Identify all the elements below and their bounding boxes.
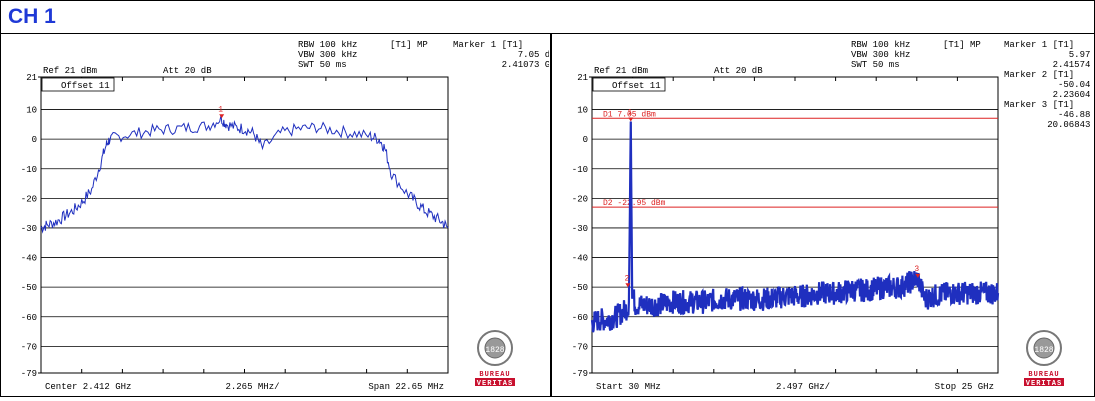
y-tick-label: -50 xyxy=(572,283,588,293)
marker-readout: Marker 1 [T1] xyxy=(1004,40,1074,50)
display-line-label: D1 7.05 dBm xyxy=(603,110,656,119)
vbw-label: VBW 300 kHz xyxy=(851,50,910,60)
y-tick-label: 0 xyxy=(32,135,37,145)
marker-readout: -46.88 dBm xyxy=(1058,110,1095,120)
logo-wordmark-top: BUREAU xyxy=(1028,371,1059,379)
marker-number: 2 xyxy=(624,274,629,283)
y-tick-label: -70 xyxy=(21,342,37,352)
y-tick-label: -60 xyxy=(21,313,37,323)
marker-readout: 5.97 dBm xyxy=(1069,50,1095,60)
marker-readout: 7.05 dBm xyxy=(518,50,549,60)
marker-readout: 2.41073 GHz xyxy=(502,60,549,70)
y-tick-label: 21 xyxy=(26,73,37,83)
y-tick-label: -40 xyxy=(21,254,37,264)
right-spectrum-panel: RBW 100 kHz VBW 300 kHz SWT 50 ms [T1] MP Re… xyxy=(550,34,1095,396)
y-tick-label: -30 xyxy=(572,224,588,234)
marker-readout: Marker 1 [T1] xyxy=(453,40,523,50)
logo-wordmark-top: BUREAU xyxy=(479,371,510,379)
footer-center: 2.265 MHz/ xyxy=(225,382,279,392)
y-tick-label: -70 xyxy=(572,342,588,352)
footer-center: 2.497 GHz/ xyxy=(776,382,830,392)
logo-seal-inner xyxy=(1033,337,1055,359)
marker-triangle xyxy=(625,283,631,288)
attenuation-label: Att 20 dB xyxy=(714,66,763,76)
marker-readout: -50.04 dBm xyxy=(1058,80,1095,90)
y-tick-label: 10 xyxy=(26,106,37,116)
marker-number: 1 xyxy=(627,108,632,117)
marker-readout: 2.23604 GHz xyxy=(1053,90,1095,100)
y-tick-label: -50 xyxy=(21,283,37,293)
logo-seal-year: 1828 xyxy=(485,346,504,355)
left-spectrum-panel: RBW 100 kHz VBW 300 kHz SWT 50 ms [T1] MP Re… xyxy=(1,34,561,396)
page-title: CH 1 xyxy=(8,5,56,28)
marker-readout: 2.41574 GHz xyxy=(1053,60,1095,70)
y-tick-label: -20 xyxy=(21,194,37,204)
y-tick-label: -79 xyxy=(572,369,588,379)
footer-left: Center 2.412 GHz xyxy=(45,382,131,392)
y-tick-label: 0 xyxy=(583,135,588,145)
spectrum-trace xyxy=(590,121,1000,333)
logo-seal-year: 1828 xyxy=(1034,346,1053,355)
offset-label: Offset 11 xyxy=(612,81,661,91)
logo-seal-inner xyxy=(484,337,506,359)
y-tick-label: 10 xyxy=(577,106,588,116)
marker-number: 3 xyxy=(914,265,919,274)
ref-level-label: Ref 21 dBm xyxy=(43,66,97,76)
trace-mode-label: [T1] MP xyxy=(390,40,428,50)
marker-triangle xyxy=(219,114,225,119)
logo-top-band xyxy=(1024,370,1064,377)
marker-triangle xyxy=(628,117,634,122)
footer-left: Start 30 MHz xyxy=(596,382,661,392)
offset-label: Offset 11 xyxy=(61,81,110,91)
footer-right: Span 22.65 MHz xyxy=(368,382,444,392)
y-tick-label: -30 xyxy=(21,224,37,234)
y-tick-label: -79 xyxy=(21,369,37,379)
header-bar: CH 1 xyxy=(1,1,1094,34)
marker-readout: Marker 3 [T1] xyxy=(1004,100,1074,110)
offset-box xyxy=(592,77,666,92)
y-tick-label: -40 xyxy=(572,254,588,264)
plot-area xyxy=(591,76,999,374)
marker-readout: Marker 2 [T1] xyxy=(1004,70,1074,80)
attenuation-label: Att 20 dB xyxy=(163,66,212,76)
footer-right: Stop 25 GHz xyxy=(935,382,994,392)
y-tick-label: -10 xyxy=(572,165,588,175)
logo-red-band xyxy=(475,378,515,386)
marker-readout: 20.06843 GHz xyxy=(1047,120,1095,130)
y-tick-label: -10 xyxy=(21,165,37,175)
logo-wordmark-bottom: VERITAS xyxy=(1026,380,1062,388)
plot-area xyxy=(40,76,449,374)
y-tick-label: 21 xyxy=(577,73,588,83)
logo-wordmark-bottom: VERITAS xyxy=(477,380,513,388)
logo-red-band xyxy=(1024,378,1064,386)
ref-level-label: Ref 21 dBm xyxy=(594,66,648,76)
y-tick-label: -60 xyxy=(572,313,588,323)
spectrum-trace xyxy=(40,114,449,234)
marker-triangle xyxy=(915,273,921,278)
swt-label: SWT 50 ms xyxy=(298,60,347,70)
trace-mode-label: [T1] MP xyxy=(943,40,981,50)
swt-label: SWT 50 ms xyxy=(851,60,900,70)
rbw-label: RBW 100 kHz xyxy=(298,40,357,50)
logo-top-band xyxy=(475,370,515,377)
offset-box xyxy=(41,77,115,92)
marker-number: 1 xyxy=(218,105,223,114)
vbw-label: VBW 300 kHz xyxy=(298,50,357,60)
display-line-label: D2 -22.95 dBm xyxy=(603,199,666,208)
rbw-label: RBW 100 kHz xyxy=(851,40,910,50)
y-tick-label: -20 xyxy=(572,194,588,204)
